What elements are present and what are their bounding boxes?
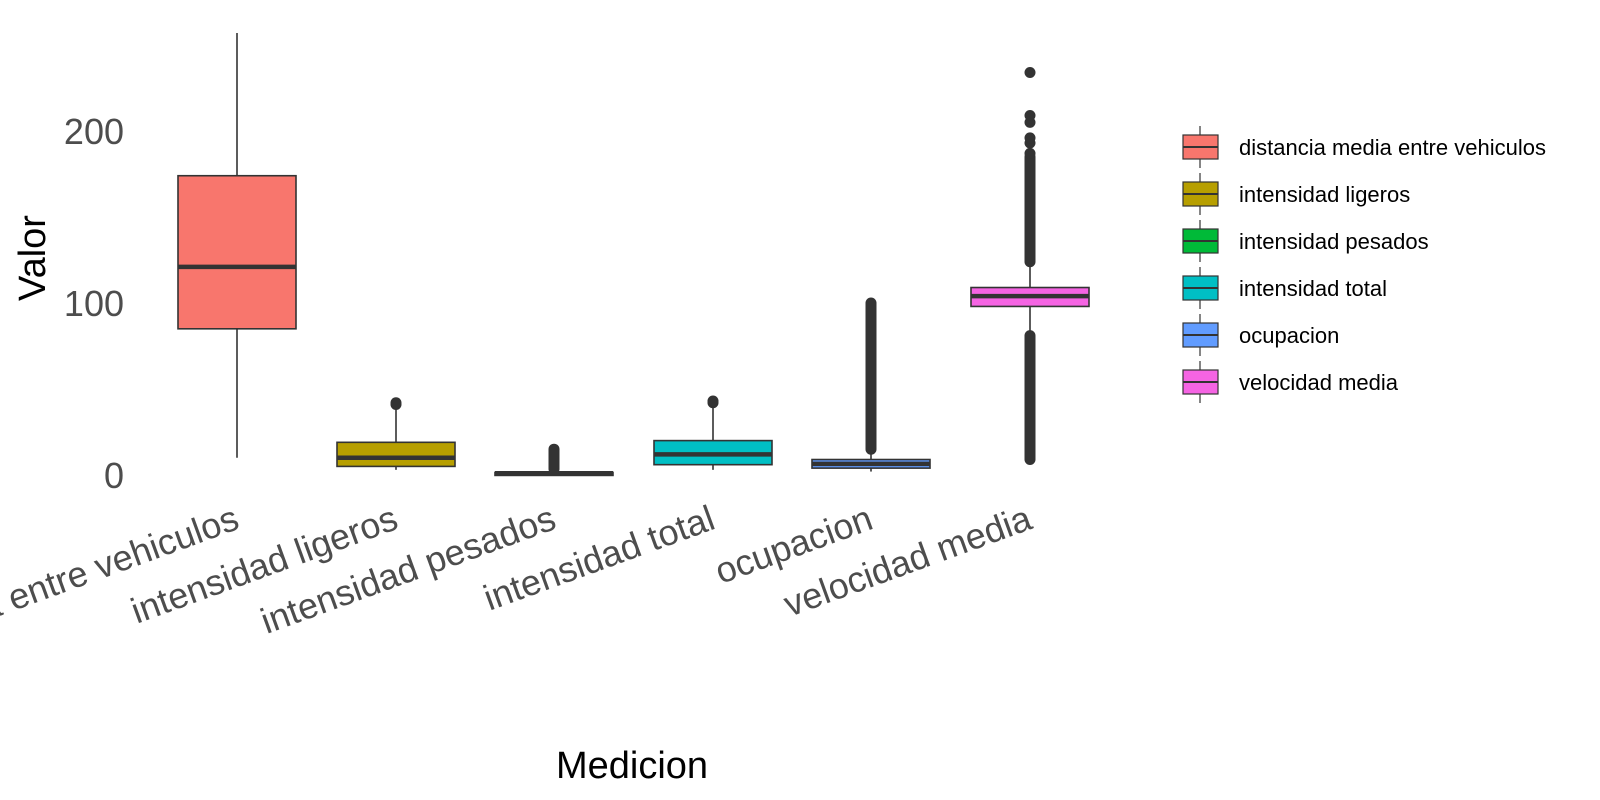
y-axis-tick-labels: 0 100 200	[64, 111, 124, 496]
box-distancia-media-entre-vehiculos	[177, 32, 297, 458]
x-axis-tick-labels: distancia media entre vehiculosintensida…	[0, 497, 1038, 708]
legend-label: intensidad pesados	[1239, 229, 1429, 254]
legend-item: velocidad media	[1182, 361, 1399, 403]
legend-label: distancia media entre vehiculos	[1239, 135, 1546, 160]
legend-item: ocupacion	[1182, 314, 1339, 356]
outlier-point	[1024, 132, 1036, 144]
box-velocidad-media	[970, 67, 1090, 466]
outlier-point	[1024, 110, 1036, 122]
legend: distancia media entre vehiculos intensida…	[1182, 126, 1546, 403]
box-body	[336, 441, 456, 468]
box-intensidad-total	[653, 395, 773, 470]
legend-item: distancia media entre vehiculos	[1182, 126, 1546, 168]
legend-item: intensidad total	[1182, 267, 1387, 309]
legend-label: velocidad media	[1239, 370, 1399, 395]
box-body	[177, 174, 297, 330]
x-axis-title: Medicion	[556, 745, 708, 787]
legend-item: intensidad ligeros	[1182, 173, 1410, 215]
legend-item: intensidad pesados	[1182, 220, 1429, 262]
legend-label: intensidad ligeros	[1239, 182, 1410, 207]
box-series-group	[177, 32, 1090, 477]
y-tick-label: 0	[104, 455, 124, 496]
legend-label: intensidad total	[1239, 276, 1387, 301]
y-tick-label: 200	[64, 111, 124, 152]
box-intensidad-pesados	[494, 443, 614, 477]
y-tick-label: 100	[64, 283, 124, 324]
legend-label: ocupacion	[1239, 323, 1339, 348]
box-ocupacion	[811, 297, 931, 472]
outlier-point	[390, 397, 402, 409]
outlier-point	[1024, 67, 1036, 79]
box-intensidad-ligeros	[336, 397, 456, 470]
y-axis-title: Valor	[12, 215, 54, 301]
outlier-point	[707, 395, 719, 407]
outlier-point	[1024, 147, 1036, 159]
